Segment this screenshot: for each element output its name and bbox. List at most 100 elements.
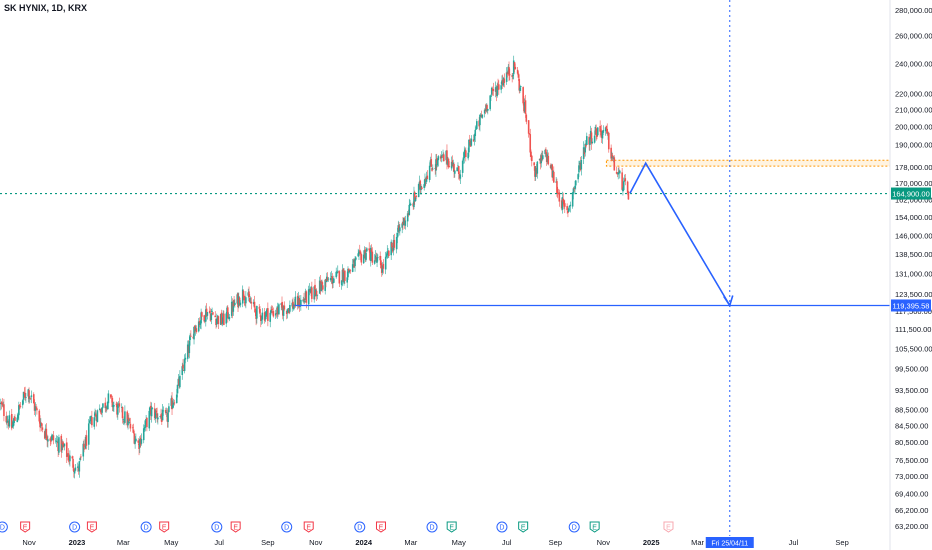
x-tick-label: Nov <box>597 538 611 547</box>
dividend-event-icon[interactable]: D <box>281 521 293 533</box>
candle <box>278 302 280 315</box>
candle <box>327 277 330 282</box>
candle-body <box>474 129 477 137</box>
candle <box>514 63 517 70</box>
candle <box>118 397 121 413</box>
candle-body <box>32 394 35 404</box>
candle <box>567 207 570 213</box>
candle <box>519 84 521 93</box>
candle-body <box>533 162 535 166</box>
candle <box>463 146 466 164</box>
dividend-event-icon[interactable]: D <box>211 521 223 533</box>
earnings-event-icon[interactable]: E <box>20 521 31 533</box>
candle <box>269 310 272 328</box>
candle <box>511 73 513 83</box>
event-label: D <box>430 525 435 532</box>
candle-body <box>481 114 484 118</box>
candle-body <box>102 403 104 408</box>
dividend-event-icon[interactable]: D <box>568 521 580 533</box>
earnings-event-icon[interactable]: E <box>446 521 457 533</box>
candle-body <box>627 191 630 200</box>
candle-body <box>101 407 103 413</box>
candle <box>128 418 131 425</box>
earnings-event-icon[interactable]: E <box>86 521 97 533</box>
candle-body <box>121 407 124 419</box>
candle <box>36 406 38 415</box>
candle <box>52 431 55 445</box>
lines-layer <box>0 0 890 536</box>
candle <box>457 162 459 167</box>
candle-body <box>261 312 264 320</box>
y-tick-label: 111,500.00 <box>895 325 931 334</box>
target-price-badge-text: 119,395.58 <box>893 301 930 310</box>
earnings-event-icon[interactable]: E <box>230 521 241 533</box>
candle <box>195 325 198 334</box>
candle-body <box>156 413 158 419</box>
candle <box>217 315 220 330</box>
time-axis[interactable]: Nov 2023 Mar May Jul Sep Nov 2024 Mar May Jul Sep No… <box>22 538 848 547</box>
candle-body <box>17 415 19 419</box>
candle <box>408 198 411 216</box>
candle <box>38 409 41 424</box>
date-marker-badge-text: Fri 25/04/11 <box>711 541 748 548</box>
candle-body <box>298 298 301 308</box>
y-tick-label: 84,500.00 <box>895 421 928 430</box>
earnings-event-icon[interactable]: E <box>663 521 674 533</box>
candle <box>73 464 75 478</box>
candle <box>104 397 107 413</box>
candle-body <box>188 340 191 354</box>
earnings-event-icon[interactable]: E <box>159 521 170 533</box>
candle <box>311 281 313 303</box>
candle-body <box>176 384 179 394</box>
candle-body <box>338 271 341 284</box>
earnings-event-icon[interactable]: E <box>303 521 314 533</box>
candle-body <box>171 397 173 410</box>
dividend-event-icon[interactable]: D <box>69 521 81 533</box>
candle <box>607 131 610 153</box>
candle-body <box>322 285 324 290</box>
earnings-event-icon[interactable]: E <box>375 521 386 533</box>
event-label: D <box>214 525 219 532</box>
candle <box>489 95 491 112</box>
candle-body <box>281 302 283 308</box>
dividend-event-icon[interactable]: D <box>426 521 438 533</box>
x-tick-label: Nov <box>22 538 36 547</box>
candle-body <box>531 155 533 162</box>
candle <box>156 407 158 423</box>
earnings-event-icon[interactable]: E <box>589 521 600 533</box>
candle-body <box>248 291 250 298</box>
candle-body <box>144 420 147 428</box>
dividend-event-icon[interactable]: D <box>496 521 508 533</box>
candle-body <box>182 364 184 369</box>
candle-body <box>509 74 511 76</box>
candle <box>459 169 462 184</box>
candle <box>355 256 357 261</box>
candle-body <box>395 236 398 250</box>
candle <box>602 125 605 136</box>
candle <box>585 132 588 146</box>
candle-body <box>384 256 387 270</box>
candle-body <box>105 406 107 409</box>
candle-body <box>19 406 22 407</box>
candle <box>228 314 231 322</box>
dividend-event-icon[interactable]: D <box>140 521 152 533</box>
dividend-marker <box>211 521 223 533</box>
candle-body <box>88 420 91 423</box>
candle-body <box>100 413 103 415</box>
candle-body <box>223 313 225 325</box>
candle-body <box>462 157 465 161</box>
candle <box>21 399 24 409</box>
x-tick-label: Sep <box>549 538 562 547</box>
candle-body <box>386 251 389 256</box>
candle <box>128 412 130 424</box>
earnings-event-icon[interactable]: E <box>518 521 529 533</box>
candle-body <box>286 309 289 313</box>
candle-body <box>441 156 444 158</box>
price-axis[interactable]: 280,000.00 260,000.00 240,000.00 220,000.00… <box>895 6 932 531</box>
candle-body <box>486 105 488 111</box>
candle-body <box>305 291 308 303</box>
dividend-event-icon[interactable]: D <box>0 521 8 533</box>
dividend-event-icon[interactable]: D <box>354 521 366 533</box>
dividend-marker <box>69 521 81 533</box>
